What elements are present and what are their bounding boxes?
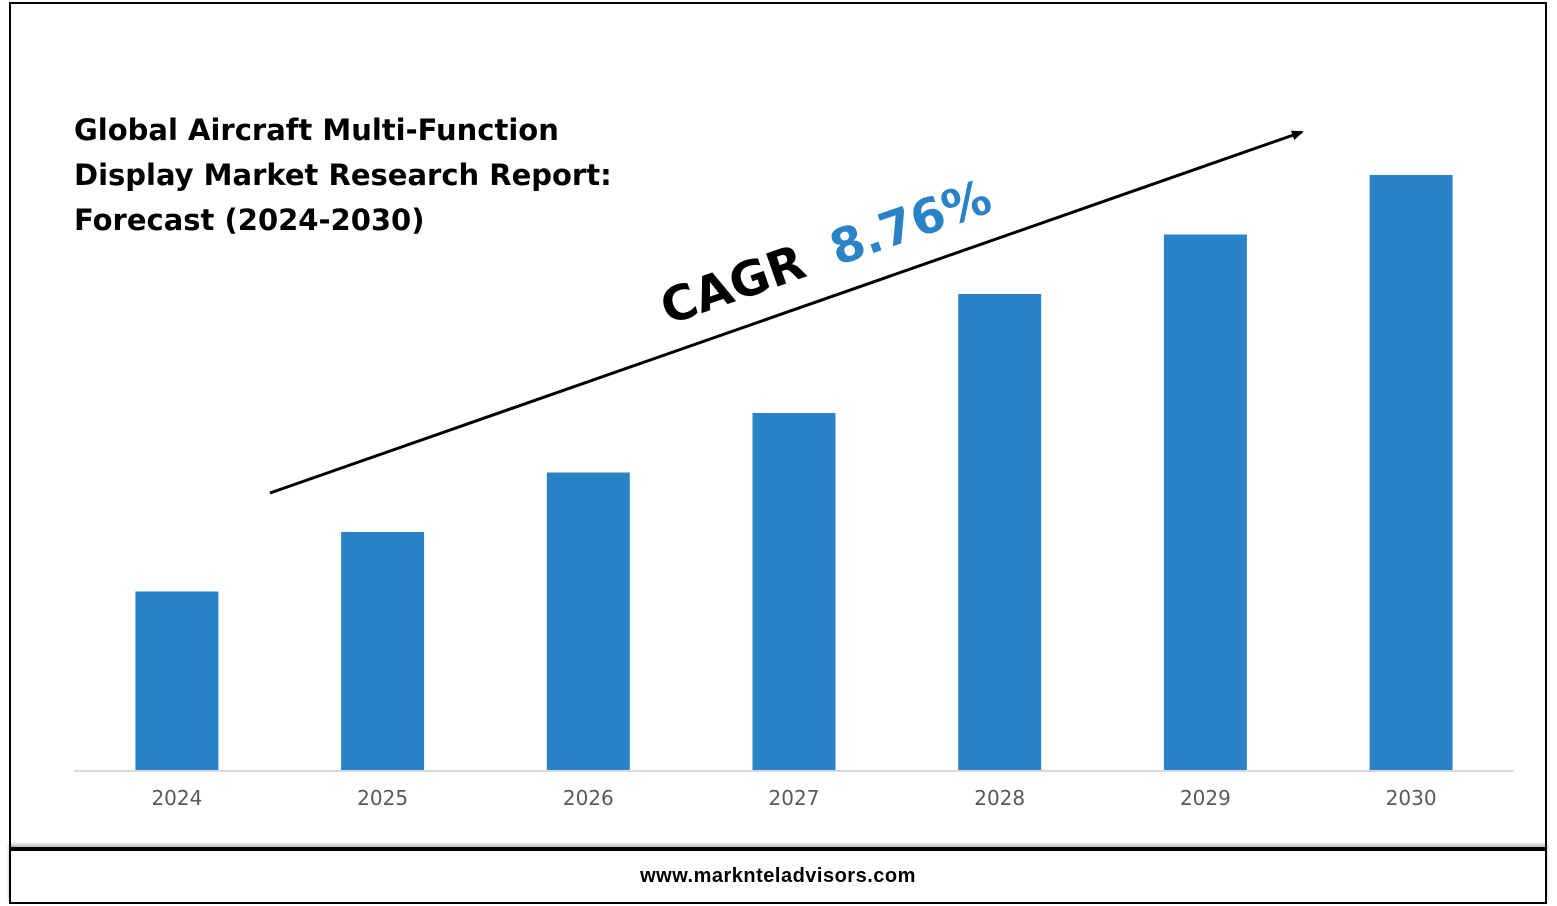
x-tick-labels: 2024 2025 2026 2027 2028 2029 2030 [151, 786, 1436, 810]
chart-title-line-2: Display Market Research Report: [74, 158, 612, 192]
x-tick-label-2028: 2028 [974, 786, 1025, 810]
x-tick-label-2024: 2024 [151, 786, 202, 810]
footer-url[interactable]: www.marknteladvisors.com [640, 865, 916, 887]
bars-group [135, 175, 1453, 770]
chart-title: Global Aircraft Multi-Function Display M… [74, 108, 634, 243]
chart-title-line-3: Forecast (2024-2030) [74, 203, 425, 237]
bar-2025 [341, 532, 425, 770]
chart-title-line-1: Global Aircraft Multi-Function [74, 113, 559, 147]
x-tick-label-2025: 2025 [357, 786, 408, 810]
bar-2029 [1163, 234, 1247, 770]
bar-2030 [1369, 175, 1453, 770]
footer-bar: www.marknteladvisors.com [9, 847, 1547, 904]
x-tick-label-2030: 2030 [1386, 786, 1437, 810]
bar-2024 [135, 591, 219, 770]
bar-2026 [546, 472, 630, 770]
x-tick-label-2026: 2026 [563, 786, 614, 810]
chart-frame [9, 2, 1547, 847]
x-tick-label-2029: 2029 [1180, 786, 1231, 810]
trend-arrow [269, 130, 1304, 495]
cagr-value: 8.76% [823, 169, 999, 277]
bar-2027 [752, 413, 836, 770]
cagr-label: CAGR [653, 234, 812, 336]
cagr-annotation: CAGR 8.76% [653, 169, 998, 336]
bar-2028 [958, 294, 1042, 770]
x-tick-label-2027: 2027 [769, 786, 820, 810]
